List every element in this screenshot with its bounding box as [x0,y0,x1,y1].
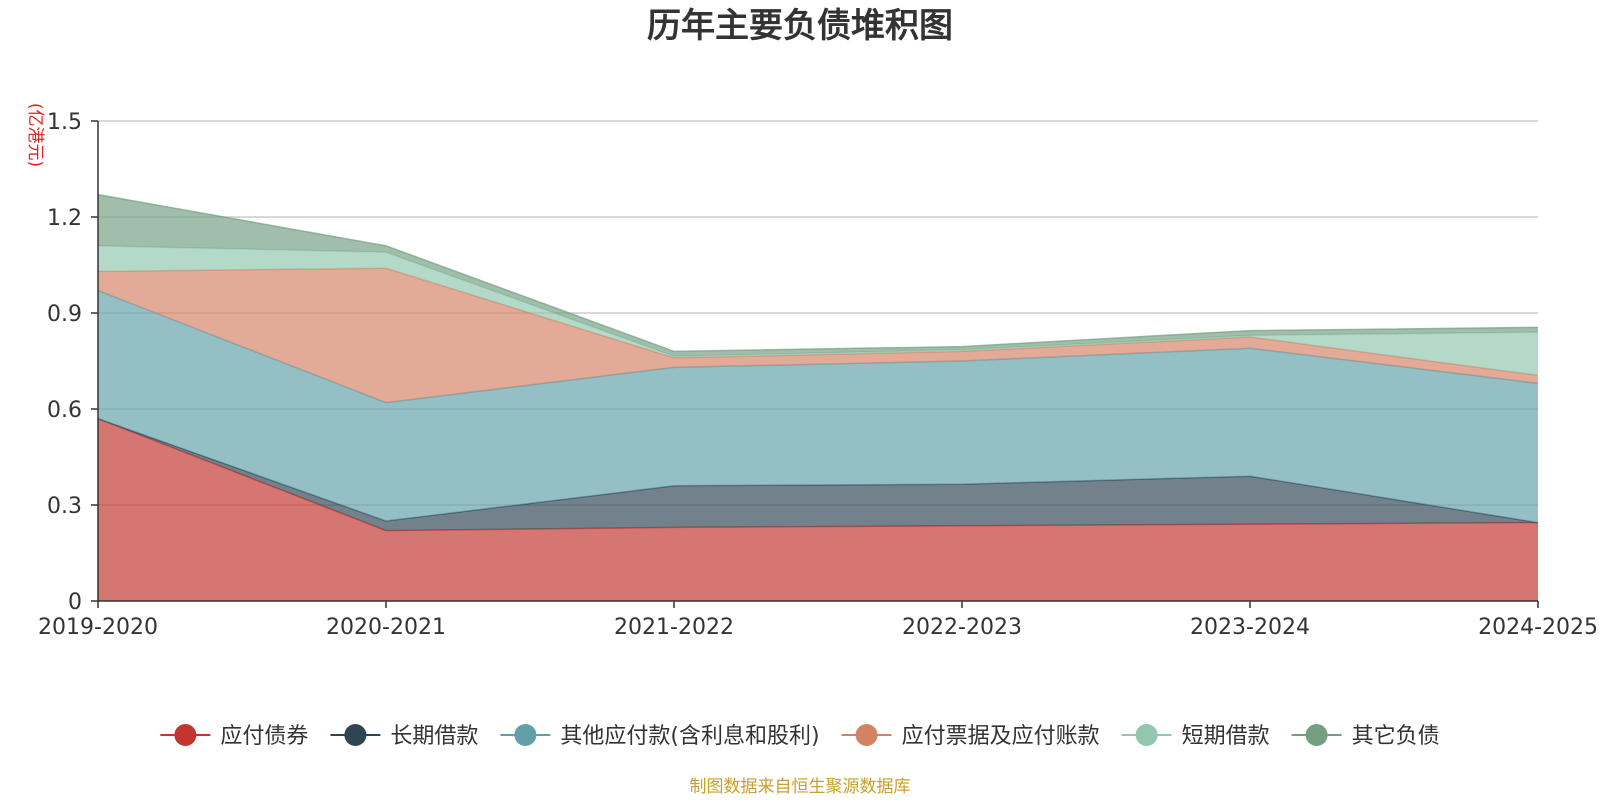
legend-swatch-dot-2 [514,724,537,746]
legend-label-3: 应付票据及应付账款 [902,724,1100,749]
x-tick-label-3: 2022-2023 [902,615,1022,640]
legend-item-2[interactable]: 其他应付款(含利息和股利) [500,724,820,749]
legend-label-0: 应付债券 [220,724,308,749]
x-tick-label-2: 2021-2022 [614,615,734,640]
area-series-0 [98,418,1538,601]
legend-item-1[interactable]: 长期借款 [330,724,478,749]
y-tick-label-3: 0.9 [47,302,82,327]
area-series-1 [98,418,1538,531]
legend-label-1: 长期借款 [390,724,478,749]
axes: 0 0.3 0.6 0.9 1.2 1.5 2019-2020 2020-2021 2021-2… [38,110,1598,640]
y-tick-label-0: 0 [68,590,82,615]
legend-item-4[interactable]: 短期借款 [1121,724,1270,749]
y-axis-unit: (亿港元) [25,103,45,167]
legend-label-2: 其他应付款(含利息和股利) [560,724,819,749]
legend-swatch-dot-0 [174,724,197,746]
x-tick-label-1: 2020-2021 [326,615,446,640]
legend-swatch-dot-1 [344,724,367,746]
x-tick-label-4: 2023-2024 [1190,615,1310,640]
x-tick-label-0: 2019-2020 [38,615,158,640]
y-tick-label-1: 0.3 [47,494,82,519]
legend-item-5[interactable]: 其它负债 [1291,724,1440,749]
y-tick-label-4: 1.2 [47,206,82,231]
legend-label-5: 其它负债 [1352,724,1440,749]
legend[interactable]: 应付债券 长期借款 其他应付款(含利息和股利) 应付票据及应付账款 短期借款 其它负债 [160,724,1440,749]
area-series-2 [98,290,1538,523]
legend-label-4: 短期借款 [1182,724,1270,749]
legend-swatch-dot-4 [1135,724,1158,746]
chart-title: 历年主要负债堆积图 [647,6,953,46]
legend-item-0[interactable]: 应付债券 [160,724,308,749]
legend-swatch-dot-5 [1305,724,1328,746]
y-tick-label-5: 1.5 [47,110,82,135]
y-tick-label-2: 0.6 [47,398,82,423]
data-source-note: 制图数据来自恒生聚源数据库 [690,777,911,797]
legend-item-3[interactable]: 应付票据及应付账款 [841,724,1100,749]
area-edge-5 [97,193,1539,353]
x-tick-label-5: 2024-2025 [1478,615,1598,640]
area-series-3 [98,268,1538,403]
legend-swatch-dot-3 [855,724,878,746]
stacked-areas [97,193,1539,601]
